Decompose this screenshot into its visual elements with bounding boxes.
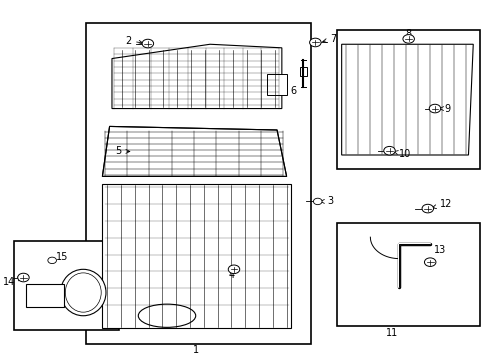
Circle shape — [383, 147, 394, 155]
Text: 8: 8 — [405, 28, 411, 39]
Text: 12: 12 — [431, 199, 451, 209]
Text: 3: 3 — [320, 197, 333, 206]
Circle shape — [313, 198, 322, 204]
Circle shape — [428, 104, 440, 113]
Text: 14: 14 — [2, 277, 21, 287]
Polygon shape — [102, 126, 286, 176]
Text: 9: 9 — [438, 104, 450, 113]
Bar — [336, 223, 479, 327]
Text: 5: 5 — [115, 147, 129, 157]
Text: 1: 1 — [192, 345, 198, 355]
Text: 6: 6 — [290, 86, 296, 96]
Bar — [336, 30, 479, 169]
Circle shape — [18, 273, 29, 282]
Polygon shape — [102, 184, 291, 328]
Ellipse shape — [61, 269, 106, 316]
Bar — [14, 241, 119, 330]
Bar — [267, 73, 286, 95]
Text: 15: 15 — [56, 252, 68, 262]
Circle shape — [48, 257, 56, 264]
Text: 2: 2 — [124, 36, 142, 46]
Bar — [299, 67, 306, 76]
Text: 10: 10 — [393, 149, 410, 159]
Circle shape — [402, 35, 413, 43]
Circle shape — [228, 265, 239, 274]
Ellipse shape — [65, 273, 101, 312]
Circle shape — [142, 39, 153, 48]
Bar — [85, 23, 310, 344]
Circle shape — [309, 38, 321, 47]
Circle shape — [421, 204, 433, 213]
Text: 4: 4 — [228, 270, 234, 280]
Polygon shape — [341, 44, 472, 155]
Text: 13: 13 — [433, 245, 445, 255]
Text: 11: 11 — [385, 328, 397, 338]
Circle shape — [424, 258, 435, 266]
Ellipse shape — [138, 304, 195, 327]
Polygon shape — [112, 44, 281, 109]
Text: 7: 7 — [322, 34, 336, 44]
Polygon shape — [26, 284, 64, 307]
